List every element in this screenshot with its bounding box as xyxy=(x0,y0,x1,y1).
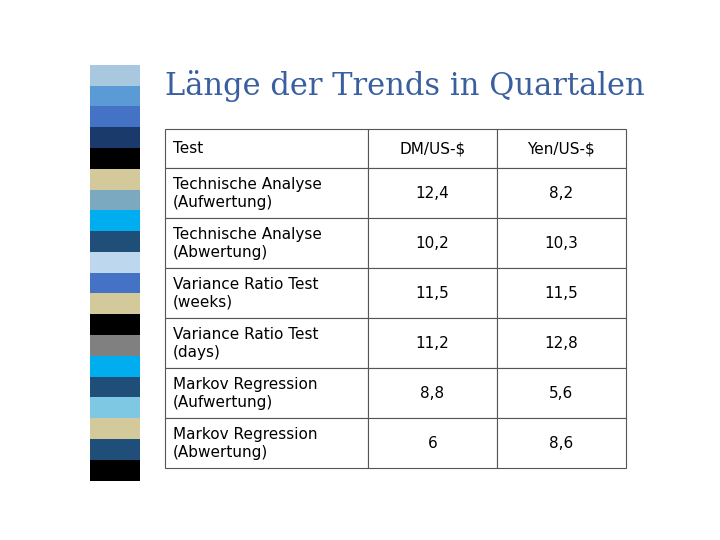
Text: 5,6: 5,6 xyxy=(549,386,573,401)
Text: 11,5: 11,5 xyxy=(415,286,449,301)
Text: Yen/US-$: Yen/US-$ xyxy=(527,141,595,156)
Text: 8,8: 8,8 xyxy=(420,386,444,401)
Bar xyxy=(497,268,626,318)
Bar xyxy=(497,168,626,218)
Bar xyxy=(368,218,497,268)
Bar xyxy=(90,418,140,439)
Bar xyxy=(166,318,368,368)
Bar xyxy=(90,168,140,190)
Text: DM/US-$: DM/US-$ xyxy=(399,141,465,156)
Text: 11,5: 11,5 xyxy=(544,286,578,301)
Bar xyxy=(497,418,626,468)
Bar xyxy=(368,168,497,218)
Bar xyxy=(90,106,140,127)
Bar xyxy=(90,127,140,148)
Bar xyxy=(90,335,140,356)
Text: 8,2: 8,2 xyxy=(549,186,573,201)
Bar xyxy=(90,85,140,106)
Text: Markov Regression
(Aufwertung): Markov Regression (Aufwertung) xyxy=(173,376,317,410)
Bar xyxy=(90,252,140,273)
Bar xyxy=(90,377,140,397)
Bar xyxy=(90,314,140,335)
Text: 11,2: 11,2 xyxy=(415,336,449,350)
Bar xyxy=(90,148,140,168)
Bar xyxy=(368,268,497,318)
Bar xyxy=(90,210,140,231)
Bar xyxy=(90,231,140,252)
Text: 12,4: 12,4 xyxy=(415,186,449,201)
Text: Länge der Trends in Quartalen: Länge der Trends in Quartalen xyxy=(166,70,645,102)
Bar xyxy=(166,418,368,468)
Bar xyxy=(90,439,140,460)
Bar xyxy=(166,218,368,268)
Bar xyxy=(368,418,497,468)
Bar xyxy=(497,368,626,418)
Bar xyxy=(497,129,626,168)
Bar xyxy=(90,294,140,314)
Text: 6: 6 xyxy=(428,436,437,451)
Bar xyxy=(368,318,497,368)
Bar xyxy=(166,129,368,168)
Bar xyxy=(90,65,140,85)
Bar xyxy=(90,356,140,377)
Text: Test: Test xyxy=(173,141,203,156)
Text: 12,8: 12,8 xyxy=(544,336,578,350)
Text: Variance Ratio Test
(weeks): Variance Ratio Test (weeks) xyxy=(173,276,318,309)
Bar xyxy=(166,268,368,318)
Text: 10,3: 10,3 xyxy=(544,235,578,251)
Bar xyxy=(90,190,140,211)
Text: 10,2: 10,2 xyxy=(415,235,449,251)
Bar xyxy=(90,397,140,418)
Bar xyxy=(166,368,368,418)
Text: Technische Analyse
(Aufwertung): Technische Analyse (Aufwertung) xyxy=(173,177,321,210)
Bar xyxy=(368,368,497,418)
Text: 8,6: 8,6 xyxy=(549,436,573,451)
Text: Markov Regression
(Abwertung): Markov Regression (Abwertung) xyxy=(173,427,317,460)
Bar xyxy=(90,460,140,481)
Bar xyxy=(497,218,626,268)
Bar xyxy=(90,273,140,294)
Bar xyxy=(166,168,368,218)
Text: Technische Analyse
(Abwertung): Technische Analyse (Abwertung) xyxy=(173,227,321,260)
Bar xyxy=(368,129,497,168)
Text: Variance Ratio Test
(days): Variance Ratio Test (days) xyxy=(173,327,318,360)
Bar xyxy=(497,318,626,368)
